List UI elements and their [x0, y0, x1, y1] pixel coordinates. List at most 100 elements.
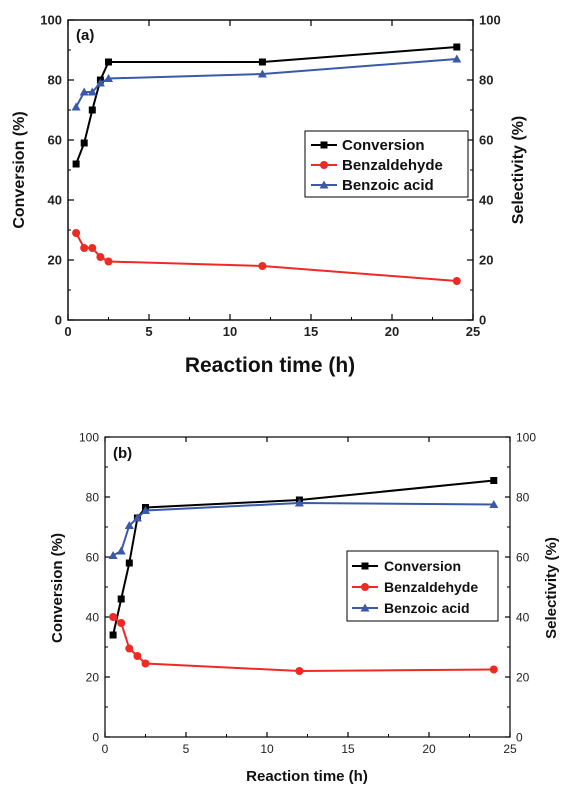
panel-b-y-tick-label: 80 [86, 491, 100, 505]
panel-a-legend-marker-conversion [320, 141, 328, 149]
panel-a-point-benzoic-acid [71, 102, 81, 111]
panel-b-point-benzoic-acid [108, 551, 118, 559]
panel-a-y2-tick-label: 20 [479, 253, 493, 268]
panel-a-point-benzaldehyde [88, 244, 97, 252]
panel-a-x-tick-label: 0 [64, 324, 71, 339]
panel-b-y2-tick-label: 60 [516, 551, 530, 565]
panel-b-legend-marker-conversion [361, 562, 369, 570]
panel-a-x-tick-label: 20 [385, 324, 399, 339]
panel-b-x-tick-label: 0 [102, 742, 109, 756]
panel-a-y-tick-label: 40 [48, 193, 62, 208]
panel-b-point-benzoic-acid [124, 521, 134, 529]
panel-a-series-line-benzaldehyde [75, 232, 457, 282]
panel-b-point-benzaldehyde [125, 644, 134, 653]
panel-b-label: (b) [113, 445, 132, 462]
panel-a-y-axis-label: Conversion (%) [11, 111, 28, 228]
panel-b-y2-axis-label: Selectivity (%) [543, 537, 560, 639]
panel-a-label: (a) [76, 27, 94, 44]
panel-a-y-tick-label: 20 [48, 253, 62, 268]
panel-a-point-benzoic-acid [87, 87, 97, 96]
panel-a-x-tick-label: 25 [466, 324, 480, 339]
panel-a-legend-label-conversion: Conversion [342, 137, 425, 154]
panel-a-point-benzoic-acid [95, 78, 105, 87]
panel-b-point-conversion [490, 477, 498, 484]
panel-b-y2-tick-label: 0 [516, 731, 523, 745]
panel-a-x-axis-label: Reaction time (h) [185, 354, 355, 377]
panel-a-point-benzaldehyde [258, 262, 267, 270]
panel-b-point-benzoic-acid [132, 513, 142, 522]
panel-a-point-conversion [72, 160, 80, 168]
panel-b-legend-label-conversion: Conversion [384, 558, 461, 574]
panel-a-y-tick-label: 100 [40, 13, 62, 28]
panel-b-legend-label-benzoic-acid: Benzoic acid [384, 600, 470, 616]
panel-a-legend-marker-benzaldehyde [320, 161, 328, 169]
panel-b-y2-tick-label: 80 [516, 491, 530, 505]
panel-a-point-benzoic-acid [257, 69, 267, 78]
panel-a-y2-tick-label: 100 [479, 13, 501, 28]
panel-b-legend-marker-benzaldehyde [361, 583, 369, 591]
panel-b-series-line-benzoic-acid [112, 501, 494, 557]
panel-a-point-conversion [105, 58, 112, 66]
panel-a-point-benzoic-acid [452, 54, 462, 63]
panel-a-y2-axis-label: Selectivity (%) [510, 116, 527, 224]
panel-a-point-conversion [88, 106, 96, 114]
panel-a-x-tick-label: 10 [223, 324, 237, 339]
panel-b-legend-label-benzaldehyde: Benzaldehyde [384, 579, 478, 595]
panel-b-x-tick-label: 10 [260, 742, 274, 756]
panel-a-y2-tick-label: 60 [479, 133, 493, 148]
panel-b-y2-tick-label: 20 [516, 671, 530, 685]
panel-a-chart: (a) Reaction time (h) Conversion (%) Sel… [11, 13, 527, 378]
panel-a-legend-marker-benzoic-acid [319, 180, 329, 189]
panel-a-y2-tick-label: 0 [479, 313, 486, 328]
panel-a-point-benzaldehyde [96, 253, 105, 261]
panel-b-x-axis-label: Reaction time (h) [246, 768, 368, 785]
panel-a-y-tick-label: 0 [55, 313, 62, 328]
panel-a-point-benzaldehyde [452, 277, 461, 285]
panel-b-point-benzaldehyde [295, 667, 304, 675]
panel-a-y2-tick-label: 40 [479, 193, 493, 208]
panel-b-y-axis-label: Conversion (%) [49, 533, 66, 643]
panel-b-point-benzoic-acid [116, 546, 126, 555]
panel-a-point-benzoic-acid [104, 74, 113, 82]
panel-b-point-benzaldehyde [133, 652, 142, 660]
panel-a-point-conversion [80, 139, 88, 147]
panel-b-y-tick-label: 0 [92, 731, 99, 745]
panel-b-y2-tick-label: 100 [516, 431, 536, 445]
panel-b-legend: Conversion Benzaldehyde Benzoic acid [346, 550, 499, 622]
panel-b-chart: (b) Reaction time (h) Conversion (%) Sel… [49, 431, 560, 786]
panel-b-y2-tick-label: 40 [516, 611, 530, 625]
panel-b-point-conversion [117, 595, 125, 603]
panel-b-point-conversion [109, 631, 117, 639]
panel-b-x-tick-label: 20 [422, 742, 436, 756]
panel-b-point-conversion [125, 559, 133, 567]
panel-a-point-conversion [453, 43, 461, 51]
panel-a-series-line-benzoic-acid [75, 58, 457, 108]
panel-a-point-benzaldehyde [80, 244, 89, 252]
panel-b-y-tick-label: 60 [86, 551, 100, 565]
panel-b-series-line-benzaldehyde [112, 616, 494, 673]
panel-a-legend-label-benzaldehyde: Benzaldehyde [342, 157, 443, 174]
panel-a-point-conversion [258, 58, 266, 66]
panel-a-legend: Conversion Benzaldehyde Benzoic acid [304, 130, 469, 198]
panel-a-point-benzaldehyde [104, 257, 113, 266]
panel-a-point-benzoic-acid [79, 87, 89, 96]
panel-a-x-tick-label: 5 [145, 324, 152, 339]
panel-a-y2-tick-label: 80 [479, 73, 493, 88]
panel-b-point-benzoic-acid [141, 506, 150, 514]
panel-b-x-tick-label: 5 [183, 742, 190, 756]
panel-a-x-tick-label: 15 [304, 324, 318, 339]
panel-a-point-benzaldehyde [72, 229, 81, 237]
panel-b-x-tick-label: 25 [503, 742, 517, 756]
panel-b-point-benzoic-acid [489, 500, 499, 508]
panel-b-point-benzaldehyde [117, 619, 126, 627]
panel-b-x-tick-label: 15 [341, 742, 355, 756]
panel-b-point-benzaldehyde [489, 665, 498, 674]
panel-b-y-tick-label: 40 [86, 611, 100, 625]
panel-a-legend-label-benzoic-acid: Benzoic acid [342, 177, 434, 194]
panel-b-point-benzaldehyde [141, 659, 150, 668]
panel-b-legend-marker-benzoic-acid [360, 603, 370, 612]
panel-a-y-tick-label: 80 [48, 73, 62, 88]
panel-b-y-tick-label: 20 [86, 671, 100, 685]
panel-b-point-benzaldehyde [109, 613, 118, 621]
